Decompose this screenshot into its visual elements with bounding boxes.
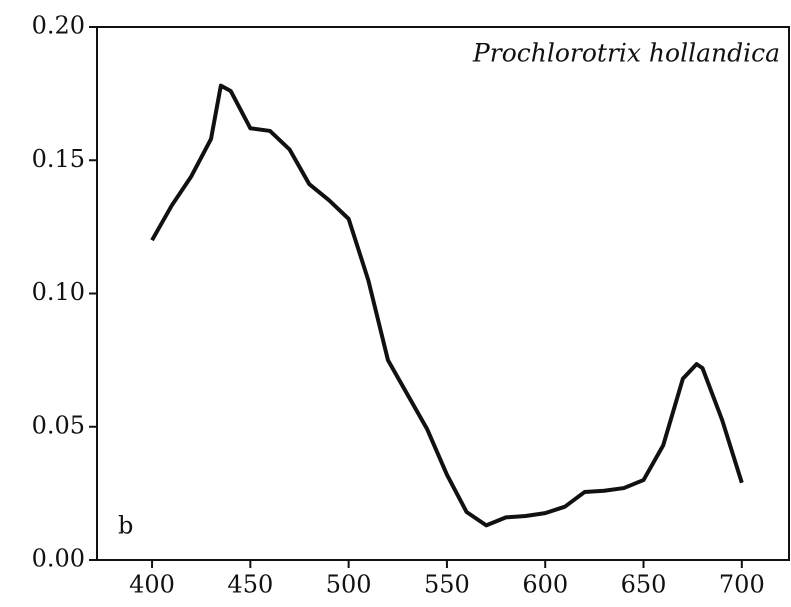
x-tick-label: 650 xyxy=(621,571,667,599)
y-tick-label: 0.15 xyxy=(32,145,85,173)
y-tick-label: 0.05 xyxy=(32,411,85,439)
annotation: Prochlorotrix hollandica xyxy=(472,39,780,68)
plot-frame xyxy=(96,26,790,561)
data-line xyxy=(150,83,744,528)
y-tick-label: 0.20 xyxy=(32,12,85,40)
x-tick-label: 550 xyxy=(424,571,470,599)
x-tick-label: 450 xyxy=(227,571,273,599)
y-tick-label: 0.00 xyxy=(32,545,85,573)
annotation: b xyxy=(118,512,133,540)
x-tick-label: 600 xyxy=(522,571,568,599)
x-tick-label: 400 xyxy=(129,571,175,599)
x-tick-label: 500 xyxy=(326,571,372,599)
y-tick-label: 0.10 xyxy=(32,278,85,306)
x-tick-label: 700 xyxy=(719,571,765,599)
